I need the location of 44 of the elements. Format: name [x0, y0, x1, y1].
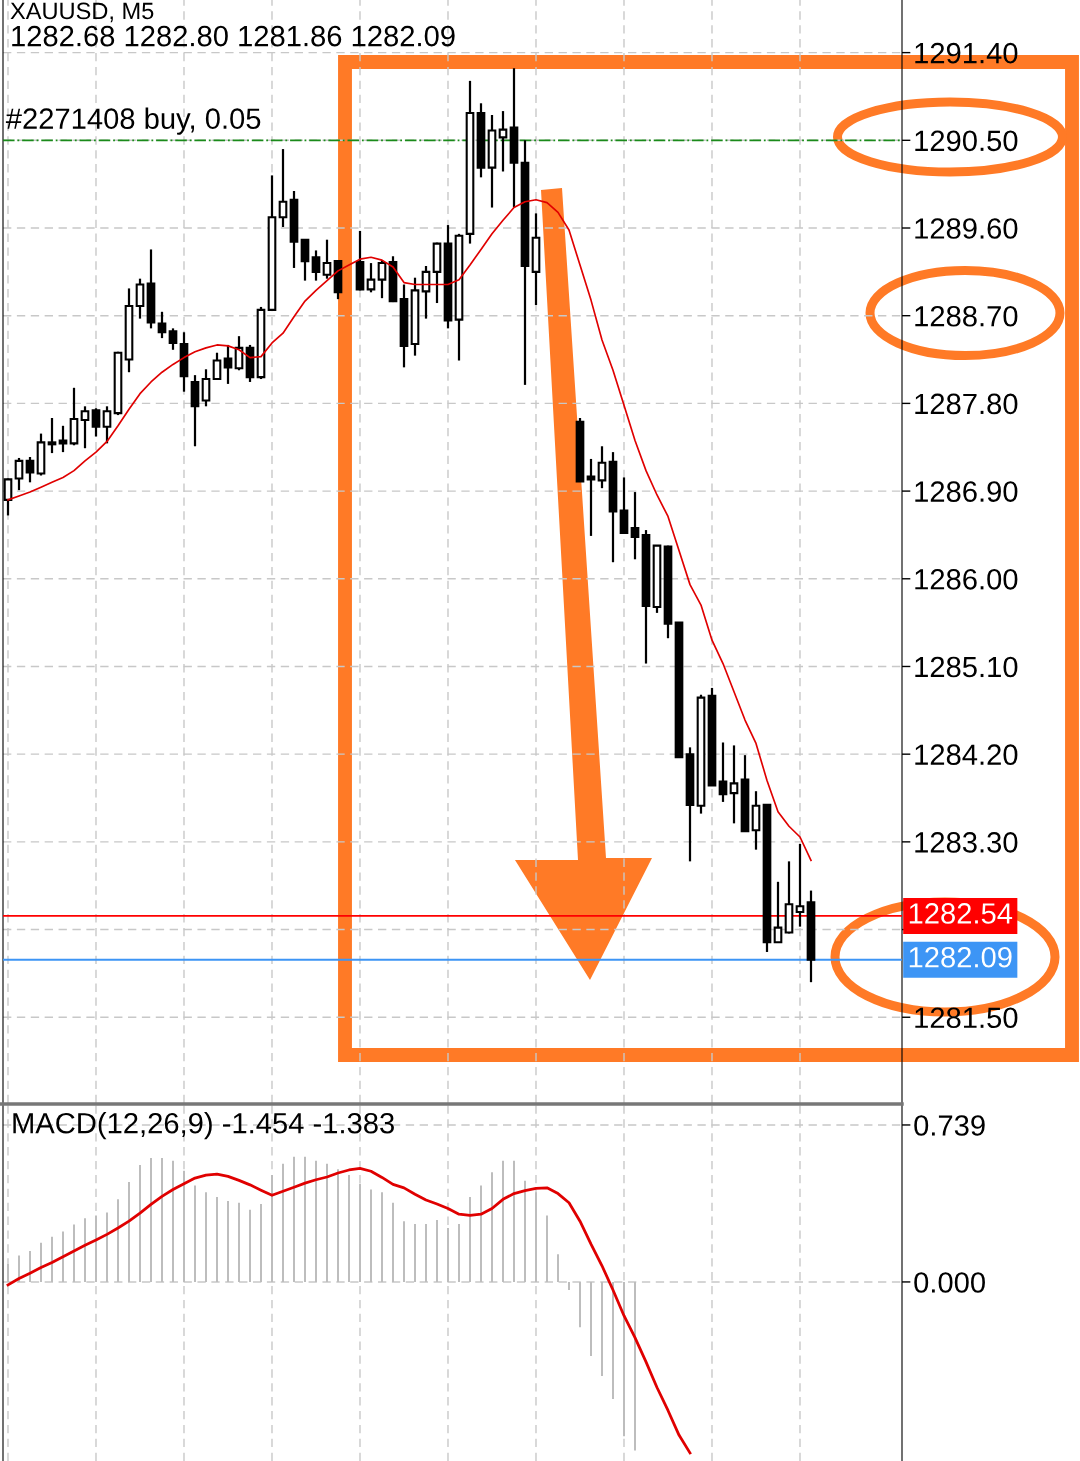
candlestick	[795, 842, 805, 928]
y-tick-label: 1288.70	[915, 305, 1018, 327]
ref-line-label: 1282.54	[909, 903, 1013, 924]
candlestick	[201, 368, 211, 408]
candlestick	[278, 147, 288, 229]
y-tick-label: 1284.20	[915, 744, 1018, 766]
candlestick	[91, 407, 101, 438]
y-tick-label: 1285.10	[915, 656, 1018, 678]
candlestick	[14, 456, 24, 492]
candlestick	[377, 259, 387, 300]
candlestick	[300, 238, 310, 282]
chart-title: MACD(12,26,9) -1.454 -1.383	[13, 1112, 394, 1140]
y-tick-label: 0.739	[914, 1115, 985, 1136]
candlestick	[157, 310, 167, 340]
candlestick	[366, 261, 376, 294]
candlestick	[168, 327, 178, 351]
y-tick-label: 1290.50	[915, 130, 1018, 152]
y-tick-label: 0.000	[914, 1272, 985, 1293]
candlestick	[729, 744, 739, 825]
candlestick	[619, 476, 629, 536]
candlestick	[311, 249, 321, 282]
candlestick	[718, 741, 728, 804]
candlestick	[102, 405, 112, 445]
candlestick	[586, 457, 596, 538]
candlestick	[322, 238, 332, 280]
candlestick	[80, 405, 90, 450]
candlestick	[630, 490, 640, 561]
y-tick-label: 1286.00	[915, 568, 1018, 590]
candlestick	[597, 445, 607, 490]
y-tick-label: 1283.30	[915, 832, 1018, 853]
candlestick	[47, 416, 57, 455]
candlestick	[135, 277, 145, 320]
y-tick-label: 1287.80	[915, 393, 1018, 415]
chart-title: XAUUSD, M5	[10, 2, 154, 23]
y-tick-label: 1286.90	[915, 481, 1018, 502]
ref-line-label: #2271408 buy, 0.05	[5, 107, 261, 135]
candlestick	[212, 351, 222, 382]
line-series	[6, 1166, 692, 1455]
candlestick	[773, 880, 783, 944]
text: 1282.68 1282.80 1281.86 1282.09	[12, 25, 455, 47]
candlestick	[58, 424, 68, 454]
y-tick-label: 1289.60	[915, 218, 1018, 239]
ref-line-label: 1282.09	[909, 946, 1012, 968]
candlestick	[25, 455, 35, 484]
